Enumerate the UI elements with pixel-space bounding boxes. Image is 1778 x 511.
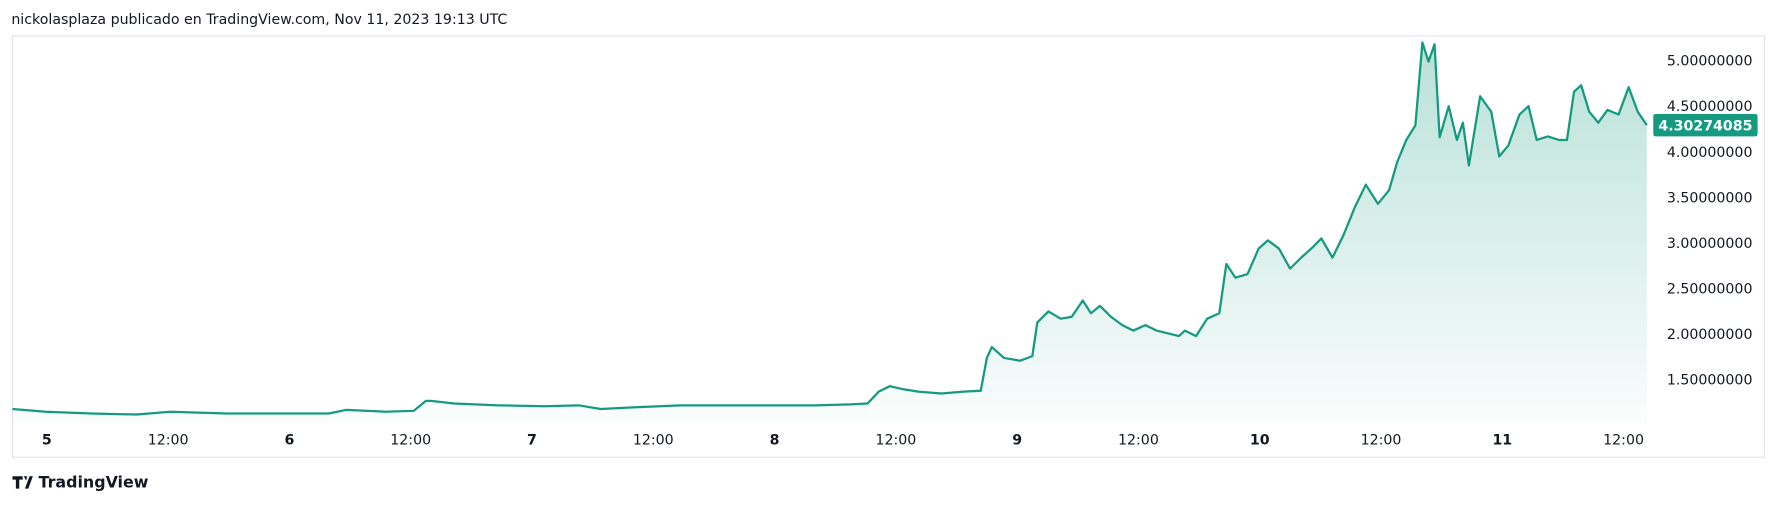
chart-frame <box>11 35 1765 458</box>
x-tick-label: 8 <box>770 432 780 448</box>
last-value-badge <box>1653 113 1758 137</box>
x-tick-label: 11 <box>1492 432 1512 448</box>
y-tick-label: 5.00000000 <box>1667 54 1753 70</box>
y-tick-label: 4.50000000 <box>1667 99 1753 115</box>
x-tick-label: 12:00 <box>148 432 189 448</box>
y-tick-label: 3.00000000 <box>1667 236 1753 252</box>
price-line <box>12 41 1648 416</box>
x-tick-label: 10 <box>1250 432 1270 448</box>
x-tick-label: 9 <box>1012 432 1022 448</box>
x-tick-label: 12:00 <box>390 432 431 448</box>
logo <box>12 476 33 489</box>
y-tick-label: 4.00000000 <box>1667 145 1753 161</box>
x-tick-label: 12:00 <box>1603 432 1644 448</box>
x-tick-label: 6 <box>284 432 294 448</box>
last-value-label: 4.30274085 <box>1658 118 1752 134</box>
footer: TradingView <box>39 473 149 492</box>
x-tick-label: 12:00 <box>633 432 674 448</box>
header: nickolasplaza publicado en TradingView.c… <box>11 12 507 28</box>
x-tick-label: 12:00 <box>1118 432 1159 448</box>
area <box>12 42 1647 424</box>
x-tick-label: 12:00 <box>875 432 916 448</box>
y-tick-label: 3.50000000 <box>1667 190 1753 206</box>
x-tick-label: 5 <box>42 432 52 448</box>
x-tick-label: 7 <box>527 432 537 448</box>
y-tick-label: 2.00000000 <box>1667 327 1753 343</box>
x-tick-label: 12:00 <box>1361 432 1402 448</box>
y-tick-label: 1.50000000 <box>1667 373 1753 389</box>
y-tick-label: 2.50000000 <box>1667 282 1753 298</box>
